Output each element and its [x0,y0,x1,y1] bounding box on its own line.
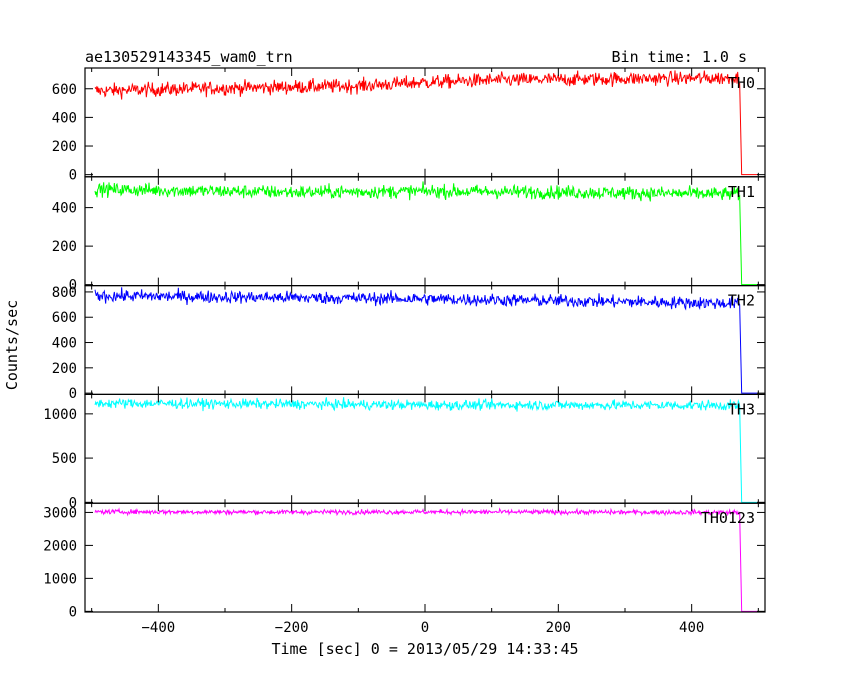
panel-frame [84,67,766,178]
x-axis-label: Time [sec] 0 = 2013/05/29 14:33:45 [271,640,578,658]
y-tick-label: 200 [52,239,77,255]
x-tick-label: 0 [421,620,429,636]
y-tick-label: 0 [69,604,77,620]
panel-frame [84,393,766,504]
chart-title: ae130529143345_wam0_trn [85,48,293,66]
series-line-th0123 [94,507,759,612]
x-tick-label: −400 [141,620,175,636]
series-label-th2: TH2 [728,292,755,310]
series-label-th1: TH1 [728,183,755,201]
y-tick-label: 0 [69,495,77,511]
bin-time-label: Bin time: 1.0 s [612,48,747,66]
y-tick-label: 3000 [43,505,77,521]
y-tick-label: 800 [52,285,77,301]
panel-frame [84,502,766,613]
y-tick-label: 0 [69,386,77,402]
series-line-th2 [94,287,759,394]
y-tick-label: 0 [69,168,77,184]
y-tick-label: 1000 [43,407,77,423]
y-tick-label: 400 [52,110,77,126]
x-tick-label: −200 [275,620,309,636]
y-tick-label: 1000 [43,571,77,587]
panel-th0: 0 200 400 600 TH0 [52,67,766,184]
y-tick-label: 200 [52,139,77,155]
series-label-th0123: TH0123 [701,509,755,527]
y-tick-label: 200 [52,361,77,377]
y-tick-label: 600 [52,310,77,326]
y-tick-label: 400 [52,201,77,217]
panel-th3: 0 500 1000 TH3 [43,393,766,511]
y-axis-label: Counts/sec [3,300,21,390]
y-tick-label: 600 [52,82,77,98]
y-tick-label: 500 [52,451,77,467]
y-tick-label: 400 [52,336,77,352]
x-tick-label: 400 [679,620,704,636]
series-label-th3: TH3 [728,400,755,418]
x-tick-label: 200 [546,620,571,636]
series-line-th0 [94,70,759,176]
series-line-th3 [94,397,759,503]
panel-th0123: 0 1000 2000 3000 TH0123 [43,502,766,620]
y-tick-label: 0 [69,278,77,294]
series-label-th0: TH0 [728,74,755,92]
y-tick-label: 2000 [43,538,77,554]
panel-th1: 0 200 400 TH1 [52,176,766,294]
series-line-th1 [94,181,759,286]
panel-th2: 0 200 400 600 800 TH2 [52,285,766,402]
